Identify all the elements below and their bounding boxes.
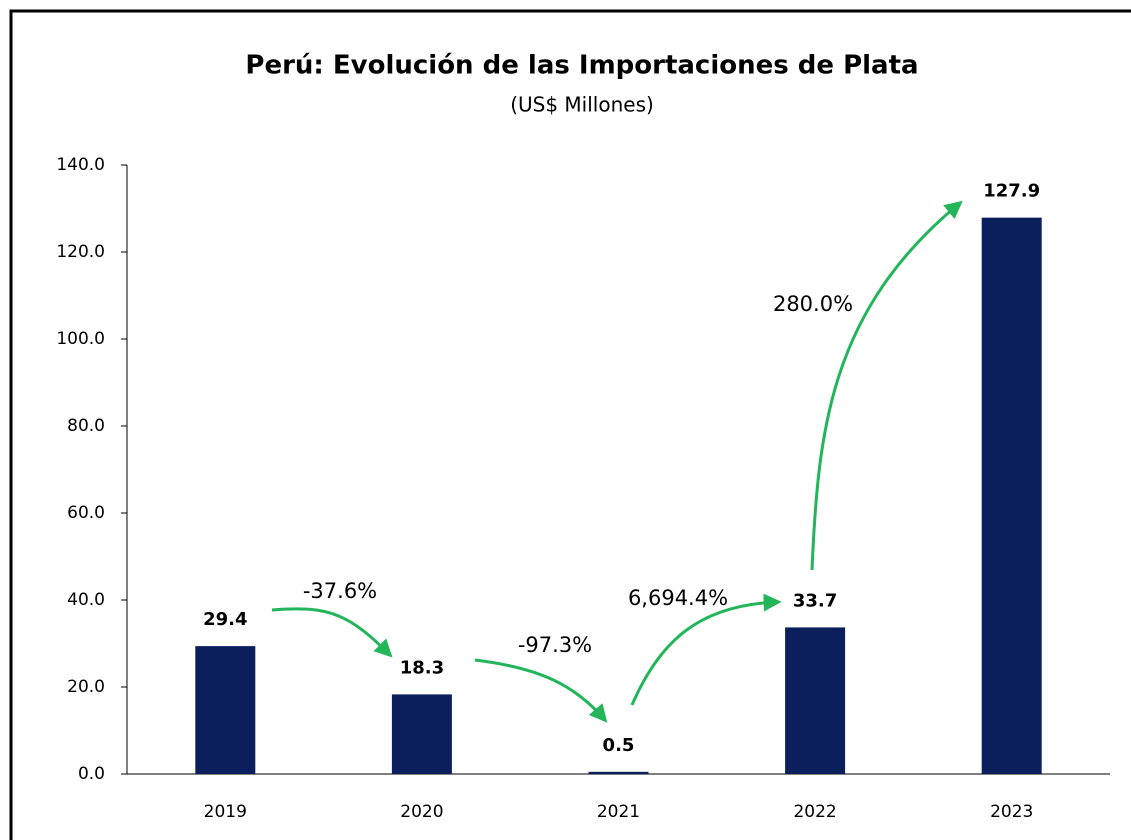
chart-title: Perú: Evolución de las Importaciones de …: [245, 51, 918, 81]
y-tick-label: 100.0: [56, 329, 105, 349]
bar: [785, 627, 846, 774]
x-tick-label: 2019: [204, 802, 247, 822]
x-tick-label: 2021: [597, 802, 640, 822]
value-label: 33.7: [793, 590, 837, 611]
value-label: 18.3: [400, 657, 444, 678]
arrows: [271, 200, 963, 723]
y-tick-label: 60.0: [67, 503, 105, 523]
arrow: [474, 658, 608, 723]
bar: [588, 771, 649, 774]
chart-subtitle: (US$ Millones): [510, 93, 654, 117]
frame: [9, 9, 1131, 840]
x-tick-label: 2022: [793, 802, 836, 822]
annotation: 6,694.4%: [628, 586, 728, 610]
annotation: 280.0%: [773, 292, 853, 316]
value-label: 29.4: [203, 609, 247, 630]
annotation: -37.6%: [303, 579, 377, 603]
bar: [195, 646, 256, 774]
arrow: [271, 607, 393, 658]
x-tick-label: 2023: [990, 802, 1033, 822]
bar: [391, 694, 452, 774]
y-tick-label: 40.0: [67, 590, 105, 610]
y-tick-label: 120.0: [56, 242, 105, 262]
value-label: 127.9: [983, 181, 1040, 202]
arrow: [630, 593, 782, 706]
value-label: 0.5: [603, 735, 635, 756]
bar: [981, 217, 1042, 774]
y-tick-label: 0.0: [78, 764, 105, 784]
x-tick-label: 2020: [400, 802, 443, 822]
arrow: [810, 200, 963, 571]
y-tick-label: 80.0: [67, 416, 105, 436]
y-tick-label: 20.0: [67, 677, 105, 697]
y-tick-label: 140.0: [56, 155, 105, 175]
annotation: -97.3%: [518, 633, 592, 657]
